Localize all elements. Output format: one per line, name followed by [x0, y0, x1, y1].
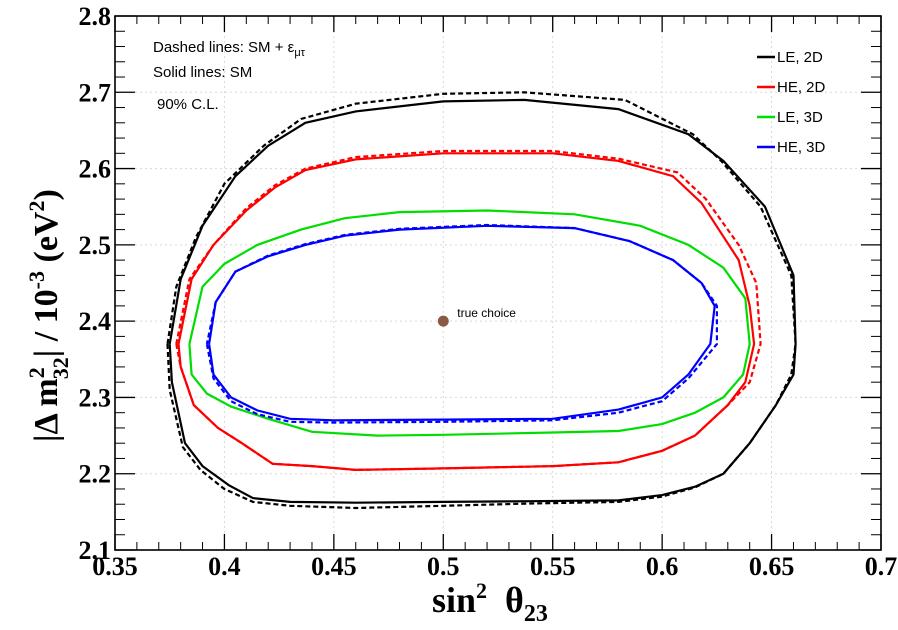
y-tick-label: 2.1 [79, 536, 112, 565]
x-tick-label: 0.7 [865, 552, 898, 581]
note-dashed-lines: Dashed lines: SM + εμτ [153, 39, 306, 59]
plot-frame [114, 15, 882, 551]
x-tick-label: 0.65 [749, 552, 795, 581]
note-confidence-level: 90% C.L. [157, 96, 219, 113]
x-tick-label: 0.55 [530, 552, 576, 581]
x-tick-label: 0.45 [311, 552, 357, 581]
contour-curves [166, 91, 797, 510]
contour-solid-le-3d [188, 209, 751, 437]
true-choice-point [437, 315, 449, 327]
x-tick-label: 0.6 [646, 552, 679, 581]
x-tick-label: 0.5 [427, 552, 460, 581]
axis-ticks [114, 15, 882, 551]
y-tick-label: 2.6 [79, 155, 112, 184]
legend-label: LE, 2D [777, 49, 823, 66]
contour-solid-le-2d [168, 98, 797, 504]
y-tick-label: 2.7 [79, 78, 112, 107]
contour-dashed-le-2d [166, 91, 797, 510]
y-tick-label: 2.5 [79, 231, 112, 260]
contour-solid-he-2d [177, 152, 756, 472]
y-tick-label: 2.2 [79, 460, 112, 489]
legend-label: HE, 2D [777, 79, 826, 96]
note-solid-lines: Solid lines: SM [153, 64, 252, 81]
legend: LE, 2D HE, 2D LE, 3D HE, 3D [757, 49, 826, 156]
tick-labels: 0.35 0.4 0.45 0.5 0.55 0.6 0.65 0.7 2.1 2.2 2.3 2.4… [79, 2, 898, 581]
x-tick-label: 0.35 [92, 552, 138, 581]
x-axis-title: sin2 θ23 [432, 578, 548, 627]
contour-solid-he-3d [208, 224, 716, 422]
grid-lines [115, 16, 881, 550]
y-tick-label: 2.3 [79, 383, 112, 412]
y-tick-label: 2.8 [79, 2, 112, 31]
y-axis-title: |Δ m232| / 10-3 (eV2) [24, 189, 73, 442]
true-choice-label: true choice [457, 306, 516, 320]
legend-label: LE, 3D [777, 109, 823, 126]
y-tick-label: 2.4 [79, 307, 112, 336]
x-tick-label: 0.4 [208, 552, 241, 581]
legend-label: HE, 3D [777, 139, 826, 156]
contour-dashed-he-3d [205, 223, 719, 424]
